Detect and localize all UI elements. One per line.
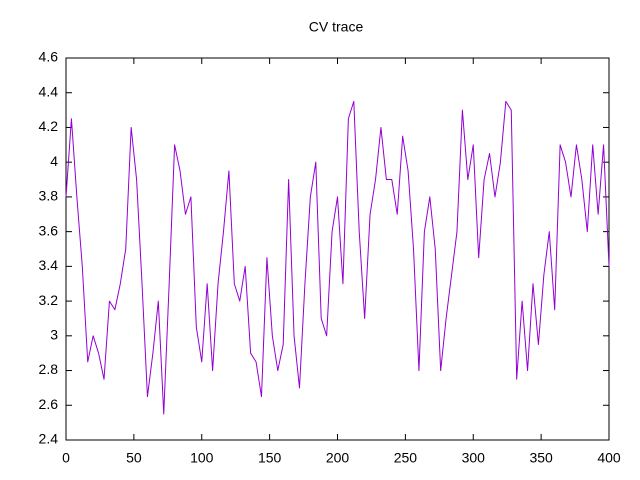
x-tick-label: 50: [126, 450, 142, 466]
y-tick-label: 3.6: [39, 222, 59, 238]
x-tick-label: 100: [190, 450, 214, 466]
y-tick-label: 2.4: [39, 431, 59, 447]
y-tick-label: 2.6: [39, 396, 59, 412]
y-tick-label: 4: [50, 153, 58, 169]
y-tick-label: 3: [50, 327, 58, 343]
y-tick-label: 3.2: [39, 292, 59, 308]
plot-frame: [65, 57, 610, 441]
x-tick-label: 200: [326, 450, 350, 466]
x-tick-label: 400: [597, 450, 621, 466]
y-tick-label: 4.4: [39, 83, 59, 99]
y-tick-label: 3.8: [39, 188, 59, 204]
y-tick-label: 3.4: [39, 257, 59, 273]
x-tick-label: 0: [62, 450, 70, 466]
x-tick-label: 350: [529, 450, 553, 466]
y-tick-label: 4.6: [39, 49, 59, 65]
x-tick-label: 300: [462, 450, 486, 466]
y-tick-label: 4.2: [39, 118, 59, 134]
y-tick-label: 2.8: [39, 361, 59, 377]
x-tick-label: 150: [258, 450, 282, 466]
chart-title: CV trace: [309, 19, 364, 35]
x-tick-label: 250: [394, 450, 418, 466]
data-line: [65, 100, 610, 415]
